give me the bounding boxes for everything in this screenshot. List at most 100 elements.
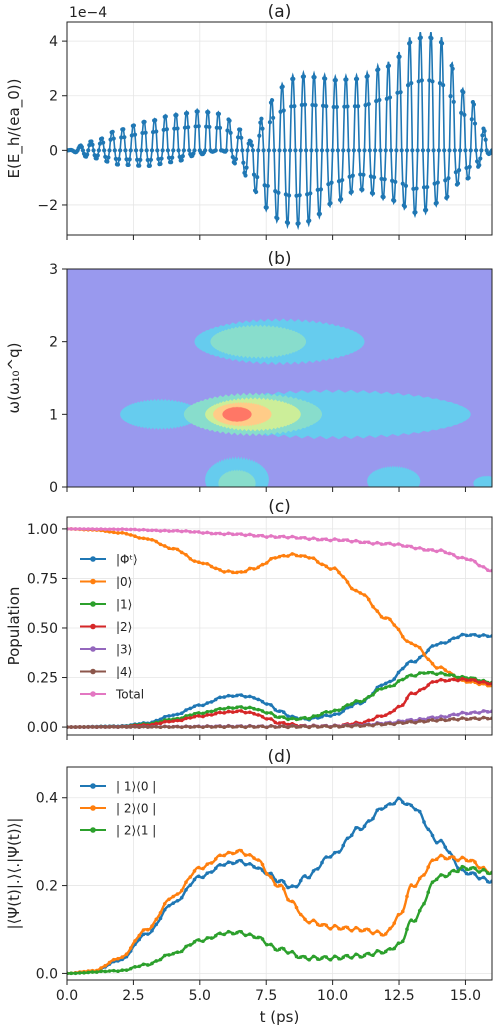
data-point	[86, 148, 91, 153]
data-point	[311, 869, 316, 873]
data-point	[396, 941, 401, 946]
data-point	[281, 108, 286, 113]
data-point	[349, 928, 354, 933]
data-point	[153, 118, 158, 123]
data-point	[477, 711, 482, 715]
data-point	[277, 883, 282, 888]
data-point	[283, 192, 288, 197]
data-point	[451, 855, 456, 860]
data-point	[329, 180, 334, 185]
data-point	[179, 718, 184, 723]
data-point	[294, 717, 299, 722]
data-point	[383, 685, 388, 690]
data-point	[209, 531, 214, 536]
data-point	[360, 187, 365, 192]
data-point	[307, 875, 312, 880]
data-point	[256, 858, 261, 862]
data-point	[205, 530, 210, 535]
data-point	[201, 875, 205, 880]
data-point	[141, 527, 146, 532]
data-point	[376, 67, 381, 72]
data-point	[160, 148, 165, 153]
data-point	[473, 866, 477, 871]
data-point	[328, 714, 333, 718]
plot-frame	[66, 21, 493, 236]
data-point	[378, 148, 383, 153]
data-point	[434, 877, 439, 882]
data-point	[170, 155, 175, 160]
data-point	[358, 827, 363, 832]
data-point	[107, 969, 112, 973]
data-point	[366, 718, 371, 723]
data-point	[205, 713, 210, 717]
data-point	[298, 912, 303, 917]
data-point	[188, 725, 193, 729]
legend-swatch-marker	[90, 668, 96, 675]
data-point	[171, 719, 176, 723]
data-point	[430, 644, 435, 648]
legend-label: |0⟩	[116, 575, 132, 589]
data-point	[485, 710, 490, 714]
data-point	[192, 704, 197, 709]
data-point	[124, 968, 129, 972]
data-point	[218, 710, 222, 715]
data-point	[158, 161, 163, 166]
data-point	[489, 148, 492, 153]
data-point	[218, 695, 222, 700]
data-point	[443, 178, 448, 183]
data-point	[69, 971, 74, 976]
data-point	[455, 181, 461, 186]
data-point	[273, 535, 278, 540]
data-point	[77, 725, 82, 729]
data-point	[426, 670, 431, 675]
data-point	[303, 917, 307, 922]
data-point	[303, 554, 307, 558]
data-point	[233, 156, 239, 162]
data-point	[375, 714, 380, 719]
data-point	[315, 187, 320, 192]
data-point	[473, 872, 477, 876]
data-point	[273, 189, 278, 194]
data-point	[124, 725, 129, 729]
data-point	[196, 874, 201, 879]
x-tick-label: 12.5	[383, 988, 414, 1004]
data-point	[85, 152, 90, 157]
data-point	[258, 120, 263, 125]
data-point	[91, 148, 96, 153]
data-point	[201, 531, 205, 535]
data-point	[188, 716, 193, 720]
data-point	[256, 707, 261, 712]
data-point	[405, 83, 411, 88]
data-point	[468, 711, 473, 715]
data-point	[485, 634, 490, 639]
panel-c: (c) Population 0.00 0.25 0.50 0.75 1.00 |Φᵗ⟩ |0⟩…	[5, 497, 493, 740]
data-point	[413, 674, 418, 678]
data-point	[235, 849, 239, 854]
data-point	[158, 957, 163, 962]
data-point	[252, 856, 256, 860]
data-point	[294, 536, 299, 540]
data-point	[129, 133, 134, 138]
data-point	[379, 950, 384, 955]
panel-title: (c)	[268, 497, 291, 517]
data-point	[341, 575, 346, 579]
data-point	[286, 897, 290, 902]
data-point	[119, 135, 124, 140]
data-point	[243, 862, 248, 867]
data-point	[243, 706, 248, 711]
data-point	[392, 722, 397, 727]
data-point	[303, 148, 309, 153]
data-point	[430, 680, 435, 684]
data-point	[192, 530, 197, 534]
data-point	[150, 928, 154, 933]
data-point	[441, 83, 446, 88]
data-point	[192, 869, 197, 873]
data-point	[307, 537, 312, 542]
data-point	[235, 930, 239, 935]
data-point	[243, 853, 248, 857]
data-point	[383, 148, 388, 153]
data-point	[218, 706, 222, 711]
data-point	[481, 875, 486, 880]
data-point	[239, 570, 244, 574]
data-point	[145, 537, 150, 541]
